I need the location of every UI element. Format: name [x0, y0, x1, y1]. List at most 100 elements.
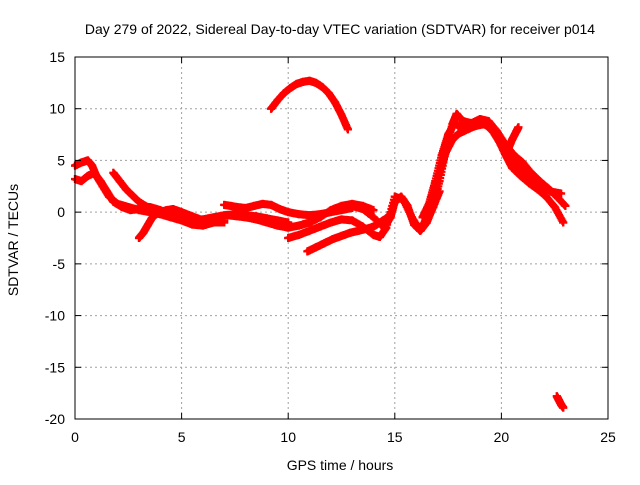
data-point: [358, 205, 367, 214]
y-tick-label: 5: [57, 152, 65, 168]
data-point: [358, 222, 367, 231]
data-point: [279, 89, 288, 98]
data-point: [328, 235, 337, 244]
x-tick-label: 25: [600, 429, 616, 445]
data-point: [550, 202, 559, 211]
data-point: [375, 232, 384, 241]
y-tick-label: -15: [45, 359, 65, 375]
data-point: [320, 239, 329, 248]
data-point: [198, 216, 207, 225]
y-tick-label: 15: [49, 49, 65, 65]
series-arc-g: [267, 76, 352, 134]
data-point: [141, 201, 150, 210]
data-point: [369, 230, 378, 239]
data-point: [348, 216, 357, 225]
data-point: [311, 78, 320, 87]
data-point: [177, 208, 186, 217]
data-point: [318, 82, 327, 91]
data-point: [386, 213, 395, 222]
plot-frame: [74, 56, 609, 420]
data-point: [147, 214, 156, 223]
data-point: [409, 220, 418, 229]
data-point: [134, 234, 143, 242]
data-point: [508, 135, 517, 144]
data-point: [294, 221, 303, 230]
data-point: [337, 231, 346, 240]
data-point: [241, 204, 250, 213]
data-point: [224, 211, 233, 220]
data-point: [476, 115, 485, 124]
data-point: [533, 185, 542, 194]
data-point: [305, 218, 314, 227]
series-arc-n: [503, 123, 523, 155]
data-point: [484, 117, 493, 126]
data-point: [292, 79, 301, 88]
data-point: [88, 161, 97, 170]
data-point: [518, 158, 527, 167]
data-point: [461, 126, 470, 135]
data-point: [512, 161, 521, 170]
data-point: [459, 117, 468, 126]
data-point: [316, 222, 325, 231]
chart-title: Day 279 of 2022, Sidereal Day-to-day VTE…: [85, 21, 595, 37]
data-point: [83, 156, 92, 165]
data-point: [348, 201, 357, 210]
data-point: [503, 146, 512, 155]
y-tick-label: -5: [53, 256, 66, 272]
data-point: [115, 177, 124, 186]
data-point: [305, 226, 314, 235]
data-point: [514, 123, 523, 132]
x-tick-label: 15: [387, 429, 403, 445]
data-point: [233, 212, 242, 221]
data-point: [109, 168, 118, 177]
data-point: [554, 396, 563, 405]
data-point: [324, 89, 333, 98]
data-point: [510, 151, 519, 160]
data-point: [527, 168, 536, 177]
data-point: [557, 189, 566, 198]
data-point: [552, 392, 561, 401]
data-point: [128, 191, 137, 200]
data-point: [156, 208, 165, 217]
data-point: [441, 146, 450, 155]
data-point: [169, 205, 178, 214]
data-point: [109, 197, 118, 206]
x-tick-label: 10: [280, 429, 296, 445]
data-point: [512, 127, 521, 136]
data-point: [326, 218, 335, 227]
data-point: [284, 208, 293, 217]
data-point: [305, 76, 314, 85]
data-point: [535, 177, 544, 186]
data-point: [294, 230, 303, 239]
data-point: [209, 218, 218, 227]
data-point: [147, 205, 156, 214]
data-point: [525, 179, 534, 188]
data-point: [134, 205, 143, 214]
x-tick-label: 20: [494, 429, 510, 445]
series-arc-m: [429, 109, 570, 211]
data-point: [346, 228, 355, 237]
x-tick-label: 5: [178, 429, 186, 445]
data-point: [90, 168, 99, 177]
data-point: [96, 177, 105, 186]
data-point: [286, 84, 295, 93]
data-point: [369, 213, 378, 222]
data-point: [429, 202, 438, 211]
data-point: [233, 202, 242, 211]
data-point: [273, 221, 282, 230]
data-point: [422, 216, 431, 225]
data-point: [267, 200, 276, 209]
data-point: [559, 218, 568, 227]
y-tick-label: 10: [49, 101, 65, 117]
x-axis-label: GPS time / hours: [287, 457, 394, 473]
data-point: [117, 202, 126, 211]
data-point: [267, 104, 276, 113]
data-point: [303, 247, 312, 256]
axis-ticks: [74, 56, 609, 420]
tick-labels: 0 5 10 15 20 25 -20 -15 -10 -5 0 5 10 15: [45, 49, 616, 445]
data-point: [122, 185, 131, 194]
data-point: [337, 202, 346, 211]
x-tick-label: 0: [71, 429, 79, 445]
y-axis-label: SDTVAR / TECUs: [5, 184, 21, 296]
